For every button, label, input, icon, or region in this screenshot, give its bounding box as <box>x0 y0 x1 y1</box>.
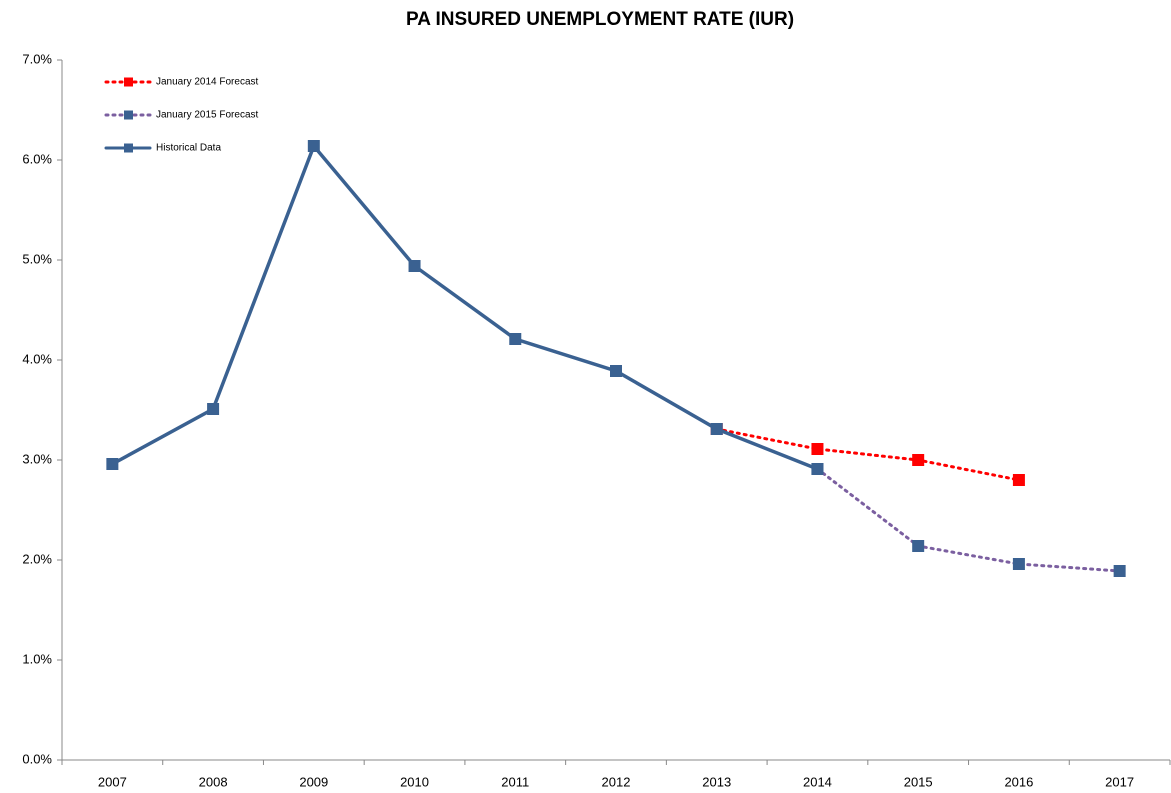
x-tick-label: 2011 <box>501 774 529 789</box>
y-tick-label: 2.0% <box>22 551 52 566</box>
marker <box>207 403 220 415</box>
marker <box>710 423 723 435</box>
y-tick-label: 5.0% <box>22 251 52 266</box>
series-line <box>715 427 1021 482</box>
y-tick-label: 1.0% <box>22 651 52 666</box>
x-tick-label: 2007 <box>98 774 127 789</box>
y-tick-label: 3.0% <box>22 451 52 466</box>
x-tick-label: 2008 <box>199 774 228 789</box>
y-tick-label: 4.0% <box>22 351 52 366</box>
legend-marker <box>124 77 133 87</box>
chart-title: PA INSURED UNEMPLOYMENT RATE (IUR) <box>406 9 794 30</box>
x-tick-label: 2017 <box>1105 774 1134 789</box>
legend-label: Historical Data <box>156 143 221 154</box>
marker <box>912 540 925 552</box>
x-tick-label: 2010 <box>400 774 429 789</box>
marker <box>811 443 824 455</box>
marker <box>307 140 320 152</box>
marker <box>1012 474 1025 486</box>
x-tick-label: 2013 <box>702 774 731 789</box>
marker <box>912 454 925 466</box>
series-line <box>815 467 1122 573</box>
y-tick-label: 0.0% <box>22 751 52 766</box>
marker <box>408 260 421 272</box>
legend-marker <box>124 143 133 153</box>
x-tick-label: 2015 <box>904 774 933 789</box>
legend-label: January 2014 Forecast <box>156 77 259 88</box>
x-tick-label: 2012 <box>602 774 631 789</box>
marker <box>106 458 119 470</box>
marker <box>509 333 522 345</box>
series-line <box>110 142 820 471</box>
legend-label: January 2015 Forecast <box>156 110 259 121</box>
y-tick-label: 6.0% <box>22 151 52 166</box>
marker <box>610 365 622 377</box>
x-tick-label: 2009 <box>299 774 328 789</box>
y-tick-label: 7.0% <box>22 51 52 66</box>
marker <box>1012 558 1025 570</box>
x-tick-label: 2016 <box>1004 774 1033 789</box>
x-tick-label: 2014 <box>803 774 832 789</box>
marker <box>1113 565 1126 577</box>
legend-marker <box>124 110 133 120</box>
marker <box>811 463 824 475</box>
